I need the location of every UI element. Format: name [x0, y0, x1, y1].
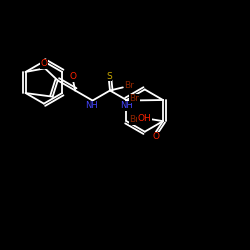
Text: NH: NH — [120, 101, 133, 110]
Text: Br: Br — [124, 81, 134, 90]
Text: O: O — [40, 59, 47, 68]
Text: O: O — [152, 132, 159, 141]
Text: Br: Br — [129, 115, 139, 124]
Text: O: O — [70, 72, 76, 81]
Text: NH: NH — [85, 101, 98, 110]
Text: Br: Br — [129, 94, 139, 103]
Text: OH: OH — [138, 114, 151, 123]
Text: S: S — [106, 72, 112, 80]
